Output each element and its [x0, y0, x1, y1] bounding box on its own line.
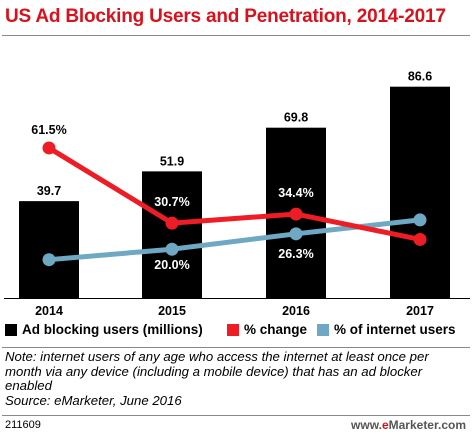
- line-change: [47, 145, 421, 242]
- note-line-3: enabled: [5, 378, 52, 393]
- brand-e: e: [381, 418, 389, 432]
- penetration-label-2017: 32.0%: [404, 196, 439, 210]
- point-change-2015: [165, 216, 179, 230]
- point-change-2016: [289, 207, 303, 221]
- brand-url: www.eMarketer.com: [351, 418, 466, 432]
- chart-id: 211609: [5, 419, 41, 431]
- bar-2014: [19, 201, 79, 298]
- chart-note: Note: internet users of any age who acce…: [5, 349, 467, 408]
- legend-label-penetration: % of internet users: [334, 322, 456, 337]
- penetration-label-2015: 20.0%: [154, 258, 189, 272]
- bar-2015: [142, 171, 202, 298]
- point-penetration-2015: [165, 242, 179, 256]
- point-penetration-2017: [413, 213, 427, 227]
- penetration-label-2016: 26.3%: [278, 247, 313, 261]
- legend-divider: [2, 347, 470, 348]
- chart-title: US Ad Blocking Users and Penetration, 20…: [5, 6, 446, 27]
- legend-swatch-penetration: [317, 323, 329, 336]
- change-label-2017: 24.0%: [404, 253, 439, 267]
- bar-2017: [390, 86, 450, 298]
- x-tick-2015: 2015: [158, 304, 186, 318]
- bar-label-2017: 86.6: [408, 70, 432, 84]
- point-penetration-2016: [289, 227, 303, 241]
- penetration-label-2014: 15.7%: [31, 275, 66, 289]
- change-label-2014: 61.5%: [31, 123, 66, 137]
- point-penetration-2014: [42, 253, 56, 267]
- chart-plot: 39.7 51.9 69.8 86.6 61.5% 30.7% 34.4% 24.0% 15.7…: [4, 70, 470, 318]
- point-change-2017: [413, 232, 427, 246]
- bar-label-2014: 39.7: [37, 184, 61, 198]
- brand-prefix: www.: [351, 418, 382, 432]
- legend-item-change: % change: [227, 322, 307, 337]
- title-divider: [2, 35, 470, 36]
- legend-label-change: % change: [244, 322, 308, 337]
- legend-swatch-bars: [5, 323, 17, 336]
- change-label-2015: 30.7%: [154, 195, 189, 209]
- x-tick-2016: 2016: [282, 304, 310, 318]
- note-source: Source: eMarketer, June 2016: [5, 392, 182, 408]
- x-tick-2014: 2014: [35, 304, 63, 318]
- bar-label-2015: 51.9: [160, 154, 184, 168]
- brand-suffix: Marketer.com: [388, 418, 466, 432]
- bar-label-2016: 69.8: [284, 111, 308, 125]
- legend-item-bars: Ad blocking users (millions): [5, 322, 203, 337]
- point-change-2014: [42, 141, 56, 155]
- note-line-1: Note: internet users of any age who acce…: [5, 349, 429, 364]
- legend-swatch-change: [227, 323, 239, 336]
- x-tick-2017: 2017: [406, 304, 434, 318]
- legend-item-penetration: % of internet users: [317, 322, 456, 337]
- note-line-2: month via any device (including a mobile…: [5, 363, 423, 379]
- legend-label-bars: Ad blocking users (millions): [22, 322, 203, 337]
- chart-legend: Ad blocking users (millions) % change % …: [5, 322, 471, 342]
- footer-divider: [2, 415, 470, 416]
- change-label-2016: 34.4%: [278, 186, 313, 200]
